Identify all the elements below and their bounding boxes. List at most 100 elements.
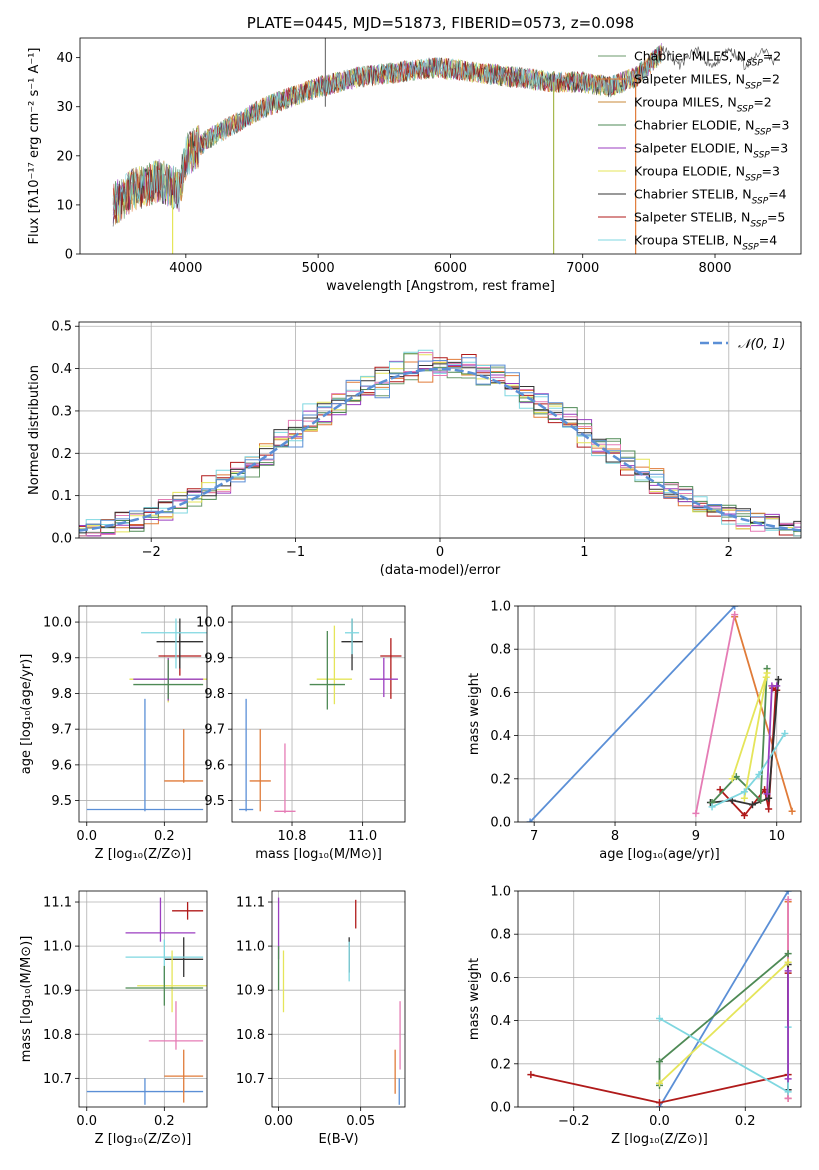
histograms — [79, 349, 801, 537]
panel-2: −2 −1 0 1 2 0.0 0.1 0.2 0.3 0.4 0.5 (data-model)/er… — [27, 320, 802, 578]
y-tick-label: 0.0 — [490, 1101, 511, 1116]
axes-frame — [78, 605, 208, 823]
series-point — [731, 606, 739, 610]
series-point — [773, 682, 781, 690]
y-tick-label: 9.7 — [51, 723, 72, 738]
y-tick-label: 0.4 — [51, 362, 72, 377]
y-tick-label: 10.7 — [43, 1072, 72, 1087]
x-tick-label: 0.2 — [154, 1114, 175, 1129]
series-point — [774, 675, 782, 683]
y-tick-label: 0.0 — [490, 816, 511, 831]
x-tick-label: 4000 — [169, 261, 202, 276]
y-tick-label: 11.0 — [236, 940, 265, 955]
x-tick-label: 7 — [530, 829, 538, 844]
x-tick-label: 9 — [692, 829, 700, 844]
legend-label: Salpeter MILES, NSSP=2 — [634, 72, 780, 92]
x-axis-label: mass [log₁₀(M/M⊙)] — [255, 847, 382, 862]
y-tick-label: 0.6 — [490, 971, 511, 986]
x-tick-label: 1 — [580, 545, 588, 560]
series-point — [784, 950, 792, 958]
series-point — [716, 786, 724, 794]
series-point — [784, 1094, 792, 1102]
y-tick-label: 0.2 — [490, 1057, 511, 1072]
y-tick-label: 0.0 — [51, 532, 72, 547]
x-tick-label: 0.0 — [76, 829, 97, 844]
x-tick-label: 0.00 — [264, 1114, 293, 1129]
y-tick-label: 10.9 — [43, 984, 72, 999]
series-point — [781, 729, 789, 737]
series-point — [784, 1088, 792, 1096]
series-point — [728, 775, 736, 783]
series-point — [784, 896, 792, 904]
errorbars — [86, 897, 207, 1105]
series-point — [740, 794, 748, 802]
y-tick-label: 11.1 — [236, 896, 265, 911]
x-axis-label: (data-model)/error — [380, 563, 501, 578]
x-tick-label: 5000 — [302, 261, 335, 276]
y-axis-label: age [log₁₀(age/yr)] — [19, 654, 34, 775]
grid — [79, 606, 207, 822]
x-tick-label: 10 — [768, 829, 785, 844]
y-tick-label: 10 — [56, 198, 73, 213]
series-line — [733, 616, 793, 812]
chart-title: PLATE=0445, MJD=51873, FIBERID=0573, z=0… — [247, 14, 634, 32]
axes-frame — [78, 890, 208, 1108]
y-tick-label: 0 — [65, 248, 73, 263]
series-point — [784, 891, 792, 895]
y-tick-label: 1.0 — [490, 600, 511, 615]
series-point — [748, 801, 756, 809]
histogram-series — [79, 361, 801, 534]
series-point — [757, 796, 765, 804]
panel-3: 0.0 0.2 9.5 9.6 9.7 9.8 9.9 10.0 Z [log₁₀(Z/Z⊙)]… — [19, 605, 208, 862]
x-tick-label: 8 — [611, 829, 619, 844]
grid — [272, 891, 405, 1107]
grid — [232, 606, 405, 822]
y-tick-label: 20 — [56, 149, 73, 164]
x-tick-label: 11.0 — [348, 829, 377, 844]
legend-label: Chabrier STELIB, NSSP=4 — [634, 187, 787, 207]
series-lines — [527, 891, 792, 1107]
series-line — [658, 891, 789, 1107]
series-point — [765, 794, 773, 802]
y-tick-label: 1.0 — [490, 885, 511, 900]
y-tick-label: 10.8 — [236, 1028, 265, 1043]
series-point — [656, 1099, 663, 1107]
x-axis-label: wavelength [Angstrom, rest frame] — [326, 279, 555, 294]
series-line — [695, 614, 736, 814]
y-tick-label: 0.6 — [490, 686, 511, 701]
panel-8: −0.2 0.0 0.2 0.0 0.2 0.4 0.6 0.8 1.0 Z [log₁₀(Z/Z… — [467, 885, 802, 1147]
y-tick-label: 10.9 — [236, 984, 265, 999]
series-point — [526, 818, 534, 822]
normal-curve — [79, 367, 801, 532]
series-point — [740, 788, 748, 796]
y-tick-label: 10.0 — [196, 616, 225, 631]
y-tick-label: 0.2 — [490, 772, 511, 787]
legend-label: 𝒩(0, 1) — [738, 337, 785, 352]
axes-frame — [79, 37, 802, 255]
axes-frame — [517, 605, 802, 823]
spectrum-series — [112, 47, 662, 221]
x-tick-label: −2 — [142, 545, 161, 560]
y-tick-label: 0.4 — [490, 729, 511, 744]
legend-label: Salpeter STELIB, NSSP=5 — [634, 210, 785, 230]
series-point — [765, 805, 773, 813]
x-tick-label: 7000 — [566, 261, 599, 276]
y-tick-label: 9.8 — [51, 687, 72, 702]
errorbars — [239, 618, 402, 814]
series-point — [788, 807, 796, 815]
y-tick-label: 11.1 — [43, 896, 72, 911]
x-tick-label: −1 — [286, 545, 305, 560]
legend-label: Chabrier ELODIE, NSSP=3 — [634, 118, 789, 138]
series-point — [656, 1014, 663, 1022]
x-axis-label: age [log₁₀(age/yr)] — [599, 847, 720, 862]
y-tick-label: 9.8 — [204, 687, 225, 702]
legend-label: Kroupa MILES, NSSP=2 — [634, 95, 772, 115]
x-tick-label: −0.2 — [558, 1114, 590, 1129]
x-tick-label: 2 — [725, 545, 733, 560]
panel-5: 7 8 9 10 0.0 0.2 0.4 0.6 0.8 1.0 age [log₁₀(age/yr… — [467, 600, 802, 862]
axes-frame — [231, 605, 406, 823]
y-tick-label: 30 — [56, 100, 73, 115]
y-tick-label: 0.8 — [490, 928, 511, 943]
y-tick-label: 9.7 — [204, 723, 225, 738]
